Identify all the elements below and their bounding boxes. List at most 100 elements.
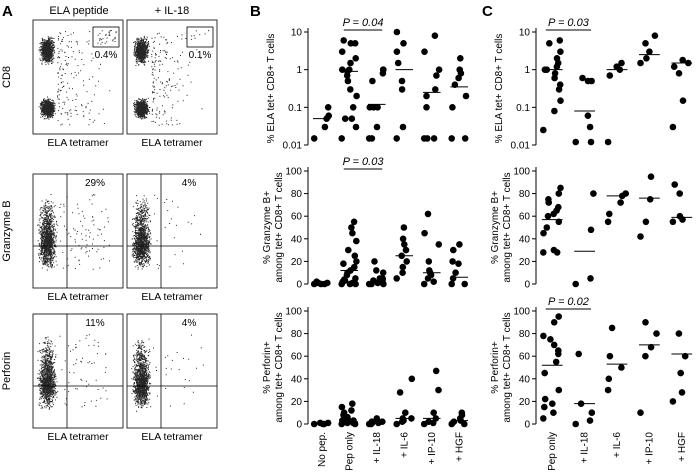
data-point [348, 224, 355, 231]
data-point [588, 77, 595, 85]
data-point [669, 398, 677, 405]
flow-panel-r1-c1: 0.4% ELA tetramer [32, 19, 124, 149]
data-point [618, 364, 625, 371]
data-point [450, 246, 457, 254]
x-tick-label: + HGF [677, 432, 688, 462]
panel-label-a: A [2, 3, 13, 20]
data-point [551, 107, 558, 115]
data-point [420, 280, 428, 288]
chart-c-bottom: 0 20 40 60 80 100 % Perforin+ among tet+ CD8+ T… [490, 296, 693, 471]
y-tick-label: 80 [291, 329, 303, 340]
data-point [555, 203, 562, 211]
y-tick-label: 1 [524, 65, 530, 76]
data-point [435, 66, 443, 73]
data-point [588, 409, 596, 417]
data-point [590, 190, 597, 197]
data-point [557, 48, 564, 55]
data-point [432, 367, 440, 375]
data-point [550, 341, 558, 349]
data-point [401, 241, 408, 248]
data-point [339, 66, 346, 73]
significance-label: P = 0.02 [548, 296, 589, 308]
flow-quadrant-percent: 4% [182, 178, 197, 189]
data-point [369, 77, 376, 85]
data-point [552, 358, 560, 366]
y-tick-label: 40 [519, 234, 531, 245]
flow-panel-r2-c2: 4% ELA tetramer [126, 173, 218, 303]
data-point [347, 86, 354, 93]
data-point [671, 181, 678, 188]
flow-panel-r1-c2: 0.1% ELA tetramer [126, 19, 218, 149]
chart-b-bottom: 0 20 40 60 80 100 % Perforin+ among tet+ CD8+ T… [262, 307, 469, 471]
data-point [643, 55, 650, 62]
flow-panel-r3-c2: 4% ELA tetramer [126, 313, 218, 443]
data-point [653, 330, 660, 337]
data-point [456, 241, 463, 248]
y-tick-label: 100 [513, 307, 530, 318]
data-point [677, 369, 684, 377]
chart-b-middle: 0 20 40 60 80 100 % Granzyme B+ among tet+ CD8+… [262, 156, 469, 291]
flow-events [37, 334, 108, 410]
data-point [553, 55, 561, 62]
data-point [556, 81, 564, 88]
data-point [368, 135, 376, 142]
data-point [587, 138, 595, 146]
data-point [340, 260, 347, 268]
data-point [351, 40, 359, 47]
data-point [338, 135, 346, 142]
y-axis-label: % ELA tet+ CD8+ T cells [494, 34, 505, 144]
data-point [651, 32, 659, 39]
data-point [679, 56, 686, 64]
y-tick-label: 0.01 [283, 141, 303, 152]
y-tick-label: 40 [519, 374, 531, 385]
data-point [587, 275, 594, 282]
data-point [461, 280, 469, 288]
data-point [604, 386, 612, 394]
data-point [348, 115, 356, 122]
flow-xlabel: ELA tetramer [47, 137, 109, 149]
data-point [637, 59, 644, 67]
data-point [402, 409, 409, 417]
data-point [425, 258, 433, 265]
y-tick-label: 10 [291, 28, 303, 39]
data-point [350, 218, 358, 226]
data-point [642, 319, 649, 326]
data-point [586, 417, 594, 424]
data-point [393, 275, 401, 282]
data-point [540, 415, 547, 422]
data-point [551, 70, 559, 77]
data-point [555, 190, 563, 197]
flow-xlabel: ELA tetramer [141, 291, 203, 303]
y-axis-label-line2: among tet+ CD8+ T cells [502, 312, 513, 422]
data-point [642, 40, 649, 47]
data-point [346, 66, 353, 73]
data-point [541, 369, 548, 377]
flow-cytometry-panels: CD8 0.4% ELA tetramer 0.1% ELA tetramer Granz… [1, 19, 218, 443]
data-point [353, 92, 360, 100]
data-point [435, 386, 442, 394]
y-tick-label: 40 [291, 374, 303, 385]
flow-panel-r2-c1: 29% ELA tetramer [32, 173, 124, 303]
data-point [587, 226, 595, 234]
data-point [584, 112, 592, 119]
data-point [349, 104, 357, 111]
data-point [353, 237, 360, 245]
data-point [421, 48, 428, 55]
data-point [556, 37, 564, 44]
data-point [605, 375, 613, 383]
flow-col-title-2: + IL-18 [155, 5, 190, 17]
data-point [373, 123, 381, 131]
data-point [430, 409, 438, 417]
data-point [586, 123, 594, 131]
y-tick-label: 80 [519, 189, 531, 200]
data-point [430, 135, 438, 142]
data-point [349, 229, 356, 237]
x-tick-label: + HGF [454, 432, 465, 462]
data-point [606, 352, 614, 360]
x-tick-label: No pep. [317, 432, 328, 467]
data-point [642, 218, 650, 226]
x-tick-label: + IP-10 [427, 432, 438, 465]
data-point [572, 280, 579, 288]
y-tick-label: 60 [291, 212, 303, 223]
